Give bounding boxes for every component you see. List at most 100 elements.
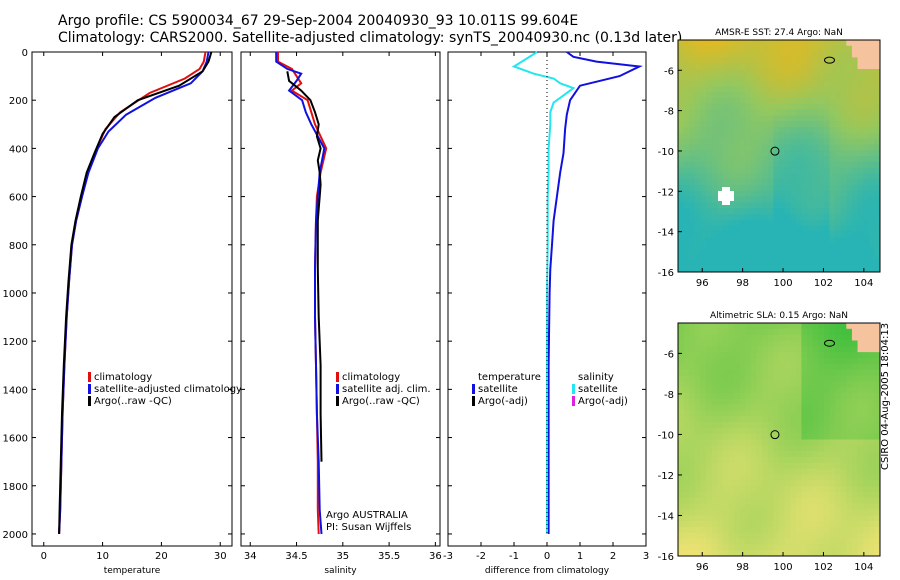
sla_map-cell xyxy=(700,427,707,435)
sla_map-cell xyxy=(874,427,881,435)
sla_map-cell xyxy=(717,416,724,423)
sla_map-cell xyxy=(706,404,713,411)
sla_map-cell xyxy=(823,381,830,388)
sla_map-cell xyxy=(739,375,746,382)
sst_map-cell xyxy=(807,190,814,198)
sst_map-cell xyxy=(717,248,724,256)
sla_map-cell xyxy=(767,334,774,341)
depth-tick-label: 1600 xyxy=(3,434,28,445)
sst_map-cell xyxy=(728,161,735,169)
depth-tick-label: 200 xyxy=(9,96,28,107)
sla_map-cell xyxy=(762,509,769,516)
sla_map-cell xyxy=(745,387,752,394)
sla_map-cell xyxy=(739,491,746,499)
depth-tick-label: 1800 xyxy=(3,482,28,493)
sst_map-cell xyxy=(678,190,685,198)
sst_map-cell xyxy=(722,179,729,186)
sst_map-cell xyxy=(694,80,701,87)
sla_map-cell xyxy=(868,416,875,423)
sla_map-cell xyxy=(728,381,735,388)
sla_map-cell xyxy=(795,422,802,429)
sla_map-cell xyxy=(683,381,690,388)
sla_map-cell xyxy=(807,550,814,557)
sst_map-cell xyxy=(750,185,758,192)
sst_map-cell xyxy=(846,156,853,163)
sla_map-cell xyxy=(818,334,825,341)
sla_map-cell xyxy=(846,357,853,365)
sla_map-cell xyxy=(711,422,718,429)
sla_map-cell xyxy=(717,532,724,540)
sst_map-cell xyxy=(790,51,797,58)
sst_map-cell xyxy=(689,57,696,64)
sla_map-cell xyxy=(711,550,718,557)
sla_map-cell xyxy=(823,422,830,429)
sst_map-cell xyxy=(756,40,763,47)
sla_map-cell xyxy=(874,439,881,446)
sst_map-cell xyxy=(750,196,758,203)
sst_map-cell xyxy=(829,173,836,180)
sst_map-cell xyxy=(706,45,713,53)
sla_map-cell xyxy=(795,392,802,400)
sst_map-cell xyxy=(812,167,819,174)
sst_map-cell xyxy=(840,219,847,227)
sst_map-cell xyxy=(711,121,718,128)
sst_map-cell xyxy=(846,144,853,151)
sst_map-cell xyxy=(756,167,763,174)
sst_map-ytick-label: -14 xyxy=(658,228,674,239)
sla_map-cell xyxy=(779,369,786,376)
sst_map-cell xyxy=(750,214,758,221)
sst_map-cell xyxy=(784,248,791,256)
sst_map-cell xyxy=(795,98,802,105)
sst_map-cell xyxy=(846,127,853,134)
sla_map-cell xyxy=(739,509,746,516)
sst_map-cell xyxy=(683,80,690,87)
sst_map-cell xyxy=(779,225,786,232)
sst_map-cell xyxy=(711,190,718,198)
sla_map-cell xyxy=(840,416,847,423)
sst_map-cell xyxy=(773,185,780,192)
sla_map-cell xyxy=(868,346,875,353)
sla_map-cell xyxy=(790,532,797,540)
sla_map-cell xyxy=(717,550,724,557)
sst_map-cell xyxy=(739,214,746,221)
sla_map-cell xyxy=(868,375,875,382)
sst_map-cell xyxy=(807,167,814,174)
sst_map-cell xyxy=(734,173,741,180)
sla_map-cell xyxy=(678,445,685,452)
sla_map-cell xyxy=(678,381,685,388)
sla_map-cell xyxy=(818,509,825,516)
sst_map-cell xyxy=(790,231,797,238)
sla_map-cell xyxy=(812,532,819,540)
sst_map-cell xyxy=(807,156,814,163)
sla_map-cell xyxy=(779,433,786,441)
sla_map-cell xyxy=(835,497,842,505)
sst_map-cell xyxy=(863,115,870,122)
sst_map-cell xyxy=(722,260,729,267)
sst_map-cell xyxy=(773,225,780,232)
sst_map-cell xyxy=(779,69,786,76)
sla_map-cell xyxy=(790,480,797,487)
sla_map-cell xyxy=(739,532,746,540)
sla_map-cell xyxy=(745,486,752,493)
sst_map-cell xyxy=(863,98,870,105)
sst_map-cell xyxy=(750,219,758,227)
sla_map-cell xyxy=(728,323,735,330)
sla_map-cell xyxy=(750,491,758,499)
sst_map-cell xyxy=(863,63,870,70)
sst_map-cell xyxy=(840,80,847,87)
sla_map-cell xyxy=(756,468,763,475)
sst_map-cell xyxy=(706,86,713,93)
sst_map-cell xyxy=(728,86,735,93)
sla_map-cell xyxy=(711,486,718,493)
sst_map-cell xyxy=(689,243,696,250)
sst_map-cell xyxy=(745,260,752,267)
sla_map-cell xyxy=(790,334,797,341)
sst_map-cell xyxy=(717,144,724,151)
sst_map-cell xyxy=(846,109,853,116)
sla_map-cell xyxy=(689,521,696,528)
sst_map-cell xyxy=(795,144,802,151)
sst_map-cell xyxy=(795,92,802,99)
sla_map-cell xyxy=(700,462,707,470)
sla_map-cell xyxy=(795,369,802,376)
sla_map-cell xyxy=(762,340,769,347)
